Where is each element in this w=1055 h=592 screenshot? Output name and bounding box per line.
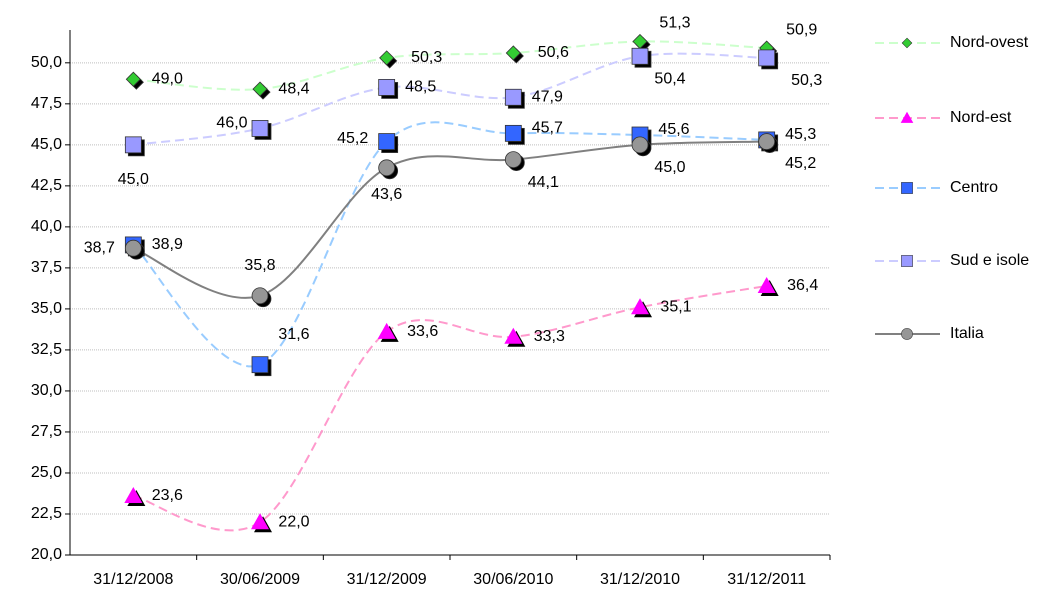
data-point <box>505 45 521 61</box>
data-label: 50,3 <box>791 72 822 89</box>
data-point <box>377 322 396 339</box>
data-label: 35,1 <box>660 298 691 315</box>
data-point <box>378 133 396 150</box>
data-label: 45,3 <box>785 126 816 143</box>
x-tick-label: 31/12/2010 <box>600 571 680 588</box>
data-label: 33,3 <box>534 328 565 345</box>
data-label: 36,4 <box>787 277 818 294</box>
y-tick-label: 30,0 <box>31 382 62 399</box>
legend-label: Sud e isole <box>950 252 1029 269</box>
data-label: 48,5 <box>405 79 436 96</box>
data-point <box>124 136 142 154</box>
legend-label: Nord-est <box>950 109 1012 126</box>
y-tick-label: 20,0 <box>31 546 62 563</box>
data-label: 43,6 <box>371 186 402 203</box>
data-label: 49,0 <box>152 70 183 87</box>
legend-label: Italia <box>950 325 984 342</box>
data-point <box>378 159 396 177</box>
y-tick-label: 40,0 <box>31 218 62 235</box>
x-tick-label: 31/12/2008 <box>93 571 173 588</box>
data-label: 38,7 <box>84 239 115 256</box>
data-label: 45,6 <box>658 121 689 138</box>
series-line <box>133 40 767 91</box>
data-point <box>251 513 269 530</box>
data-point <box>378 79 396 96</box>
data-point <box>251 287 269 305</box>
data-label: 51,3 <box>659 15 690 32</box>
data-point <box>631 136 649 154</box>
y-tick-label: 42,5 <box>31 177 62 194</box>
data-label: 22,0 <box>278 513 309 530</box>
data-label: 38,9 <box>152 236 183 253</box>
data-point <box>758 49 776 67</box>
data-label: 45,7 <box>532 120 563 137</box>
data-point <box>251 356 269 374</box>
data-label: 45,2 <box>337 130 368 147</box>
data-point <box>124 239 142 257</box>
data-point <box>758 133 776 150</box>
data-label: 46,0 <box>216 115 247 132</box>
data-label: 31,6 <box>278 326 309 343</box>
legend-marker <box>901 255 913 267</box>
data-point <box>504 88 522 106</box>
data-point <box>631 47 649 65</box>
data-point <box>504 124 522 142</box>
data-label: 23,6 <box>152 487 183 504</box>
data-point <box>757 276 776 293</box>
data-point <box>379 50 395 66</box>
y-tick-label: 37,5 <box>31 259 62 276</box>
x-tick-label: 30/06/2009 <box>220 571 300 588</box>
legend-marker <box>901 182 913 194</box>
y-tick-label: 27,5 <box>31 423 62 440</box>
data-point <box>125 71 141 87</box>
data-point <box>504 327 523 344</box>
data-point <box>504 151 522 169</box>
y-tick-label: 47,5 <box>31 95 62 112</box>
data-label: 47,9 <box>532 88 563 105</box>
y-tick-label: 25,0 <box>31 464 62 481</box>
data-point <box>251 120 269 137</box>
legend-marker <box>900 111 914 123</box>
series-line <box>133 52 767 146</box>
legend-label: Nord-ovest <box>950 34 1029 51</box>
series-line <box>133 284 767 532</box>
x-tick-label: 31/12/2009 <box>347 571 427 588</box>
legend-marker <box>901 328 913 340</box>
legend-label: Centro <box>950 179 998 196</box>
data-label: 50,3 <box>411 49 442 66</box>
data-point <box>252 81 268 97</box>
x-tick-label: 31/12/2011 <box>727 571 806 588</box>
data-label: 50,9 <box>786 21 817 38</box>
x-tick-label: 30/06/2010 <box>473 571 553 588</box>
legend-marker <box>901 37 913 49</box>
data-label: 45,0 <box>118 171 149 188</box>
data-label: 45,0 <box>654 159 685 176</box>
y-tick-label: 32,5 <box>31 341 62 358</box>
data-label: 45,2 <box>785 155 816 172</box>
data-label: 33,6 <box>407 323 438 340</box>
data-label: 50,6 <box>538 44 569 61</box>
y-tick-label: 35,0 <box>31 300 62 317</box>
y-tick-label: 50,0 <box>31 54 62 71</box>
data-label: 50,4 <box>654 70 685 87</box>
data-label: 35,8 <box>244 257 275 274</box>
y-tick-label: 22,5 <box>31 505 62 522</box>
data-label: 44,1 <box>528 174 559 191</box>
data-point <box>631 298 649 315</box>
y-tick-label: 45,0 <box>31 136 62 153</box>
data-point <box>124 486 143 503</box>
data-label: 48,4 <box>278 80 309 97</box>
